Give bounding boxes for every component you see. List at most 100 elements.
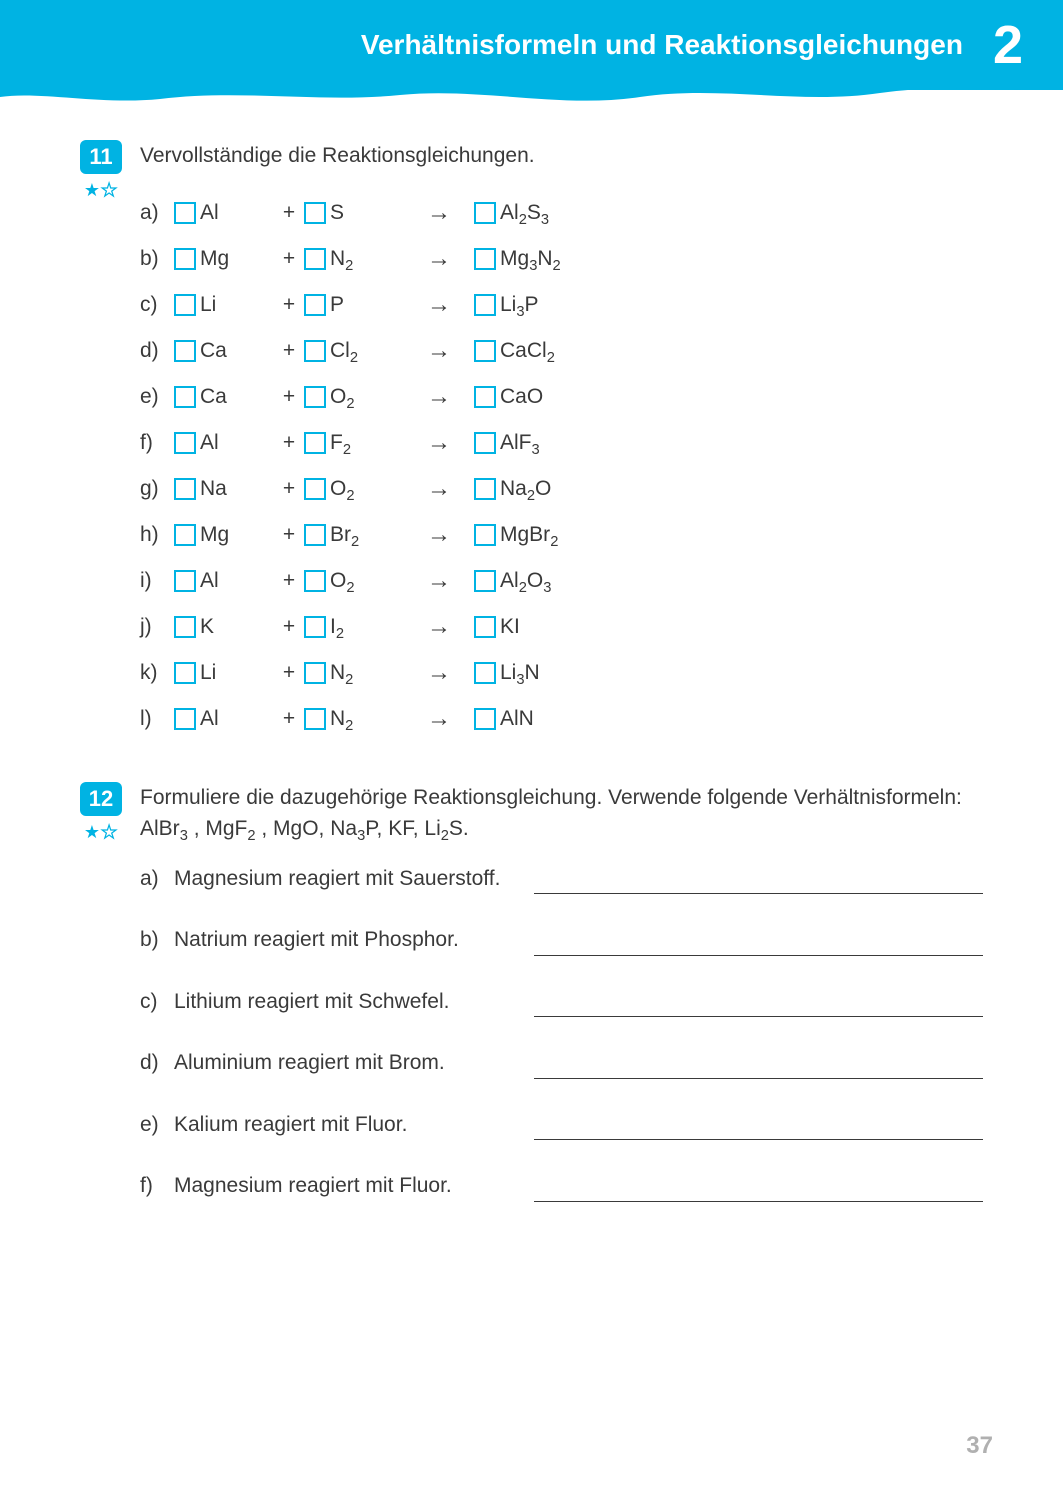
coefficient-box[interactable] — [174, 524, 196, 546]
coefficient-box[interactable] — [174, 248, 196, 270]
badge-column: 11 ★★ — [80, 140, 140, 742]
question-row: a)Magnesium reagiert mit Sauerstoff. — [140, 863, 983, 895]
coefficient-box[interactable] — [174, 708, 196, 730]
question-text: Magnesium reagiert mit Sauerstoff. — [174, 863, 524, 895]
coefficient-box[interactable] — [304, 202, 326, 224]
coefficient-box[interactable] — [304, 386, 326, 408]
exercise-body: Formuliere die dazugehörige Reaktionsgle… — [140, 782, 983, 1232]
equation-row: a)Al+S→Al2S3 — [140, 190, 983, 236]
coefficient-box[interactable] — [474, 340, 496, 362]
coefficient-box[interactable] — [304, 708, 326, 730]
reactant-2: N2 — [304, 243, 404, 275]
coefficient-box[interactable] — [304, 248, 326, 270]
product: CaCl2 — [474, 335, 555, 367]
row-label: f) — [140, 1170, 174, 1202]
equation-row: g)Na+O2→Na2O — [140, 466, 983, 512]
coefficient-box[interactable] — [304, 432, 326, 454]
row-label: f) — [140, 427, 174, 459]
answer-line[interactable] — [534, 1057, 983, 1079]
coefficient-box[interactable] — [474, 478, 496, 500]
coefficient-box[interactable] — [174, 478, 196, 500]
coefficient-box[interactable] — [474, 524, 496, 546]
question-row: e)Kalium reagiert mit Fluor. — [140, 1109, 983, 1141]
reactant-2: P — [304, 289, 404, 321]
coefficient-box[interactable] — [474, 708, 496, 730]
coefficient-box[interactable] — [304, 616, 326, 638]
coefficient-box[interactable] — [174, 432, 196, 454]
product: Al2S3 — [474, 197, 549, 229]
coefficient-box[interactable] — [474, 616, 496, 638]
plus-sign: + — [274, 565, 304, 597]
coefficient-box[interactable] — [304, 294, 326, 316]
question-row: b)Natrium reagiert mit Phosphor. — [140, 924, 983, 956]
plus-sign: + — [274, 611, 304, 643]
arrow: → — [404, 287, 474, 323]
question-text: Lithium reagiert mit Schwefel. — [174, 986, 524, 1018]
row-label: b) — [140, 243, 174, 275]
coefficient-box[interactable] — [174, 202, 196, 224]
reactant-1: Mg — [174, 243, 274, 275]
row-label: k) — [140, 657, 174, 689]
reactant-1: Al — [174, 197, 274, 229]
plus-sign: + — [274, 335, 304, 367]
answer-line[interactable] — [534, 872, 983, 894]
coefficient-box[interactable] — [304, 662, 326, 684]
coefficient-box[interactable] — [304, 478, 326, 500]
coefficient-box[interactable] — [174, 662, 196, 684]
answer-line[interactable] — [534, 1118, 983, 1140]
coefficient-box[interactable] — [174, 616, 196, 638]
plus-sign: + — [274, 289, 304, 321]
reactant-1: Al — [174, 703, 274, 735]
row-label: c) — [140, 986, 174, 1018]
product: Al2O3 — [474, 565, 551, 597]
product: AlN — [474, 703, 534, 735]
coefficient-box[interactable] — [474, 202, 496, 224]
coefficient-box[interactable] — [474, 662, 496, 684]
equation-row: h)Mg+Br2→MgBr2 — [140, 512, 983, 558]
product: Li3N — [474, 657, 540, 689]
page-content: 11 ★★ Vervollständige die Reaktionsgleic… — [0, 90, 1063, 1232]
equation-row: i)Al+O2→Al2O3 — [140, 558, 983, 604]
reactant-2: S — [304, 197, 404, 229]
coefficient-box[interactable] — [174, 340, 196, 362]
coefficient-box[interactable] — [474, 248, 496, 270]
plus-sign: + — [274, 243, 304, 275]
instruction-text: Formuliere die dazugehörige Reaktionsgle… — [140, 782, 983, 845]
exercise-body: Vervollständige die Reaktionsgleichungen… — [140, 140, 983, 742]
answer-line[interactable] — [534, 995, 983, 1017]
coefficient-box[interactable] — [474, 432, 496, 454]
arrow: → — [404, 333, 474, 369]
coefficient-box[interactable] — [174, 294, 196, 316]
reactant-1: Al — [174, 427, 274, 459]
row-label: e) — [140, 381, 174, 413]
equation-row: k)Li+N2→Li3N — [140, 650, 983, 696]
row-label: d) — [140, 1047, 174, 1079]
coefficient-box[interactable] — [474, 386, 496, 408]
question-row: d)Aluminium reagiert mit Brom. — [140, 1047, 983, 1079]
coefficient-box[interactable] — [474, 294, 496, 316]
equation-row: j)K+I2→KI — [140, 604, 983, 650]
question-text: Natrium reagiert mit Phosphor. — [174, 924, 524, 956]
answer-line[interactable] — [534, 934, 983, 956]
question-text: Aluminium reagiert mit Brom. — [174, 1047, 524, 1079]
coefficient-box[interactable] — [174, 570, 196, 592]
row-label: l) — [140, 703, 174, 735]
reactant-2: N2 — [304, 703, 404, 735]
coefficient-box[interactable] — [174, 386, 196, 408]
arrow: → — [404, 609, 474, 645]
row-label: h) — [140, 519, 174, 551]
coefficient-box[interactable] — [304, 524, 326, 546]
answer-line[interactable] — [534, 1180, 983, 1202]
reactant-1: Al — [174, 565, 274, 597]
torn-edge — [0, 75, 1063, 115]
coefficient-box[interactable] — [474, 570, 496, 592]
coefficient-box[interactable] — [304, 570, 326, 592]
reactant-1: Na — [174, 473, 274, 505]
difficulty-stars: ★★ — [80, 180, 122, 201]
question-text: Kalium reagiert mit Fluor. — [174, 1109, 524, 1141]
coefficient-box[interactable] — [304, 340, 326, 362]
product: KI — [474, 611, 520, 643]
difficulty-stars: ★★ — [80, 822, 122, 843]
reactant-2: I2 — [304, 611, 404, 643]
reactant-2: Br2 — [304, 519, 404, 551]
